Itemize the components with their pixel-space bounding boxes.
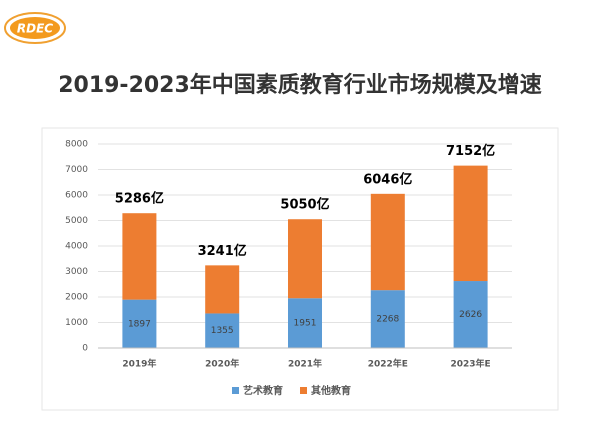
- total-label: 7152亿: [446, 143, 495, 159]
- x-tick-label: 2023年E: [450, 358, 490, 370]
- legend-label: 艺术教育: [243, 384, 283, 397]
- y-tick-label: 0: [82, 344, 88, 354]
- logo-badge: [10, 17, 60, 39]
- value-label: 1897: [128, 319, 151, 329]
- legend-label: 其他教育: [311, 384, 351, 397]
- total-label: 6046亿: [363, 171, 412, 187]
- y-tick-label: 4000: [65, 242, 88, 252]
- bar-segment: [453, 281, 488, 348]
- bar-segment: [205, 313, 240, 348]
- total-label: 5286亿: [115, 191, 164, 207]
- y-tick-label: 7000: [65, 165, 88, 175]
- bar-segment: [205, 265, 240, 314]
- y-tick-label: 6000: [65, 191, 88, 201]
- bar-segment: [370, 193, 405, 291]
- logo-ring: [4, 12, 66, 44]
- chart-frame: [41, 127, 559, 411]
- bar-segment: [288, 298, 322, 348]
- total-label: 5050亿: [280, 197, 329, 213]
- x-tick-label: 2022年E: [368, 358, 408, 370]
- y-tick-label: 2000: [65, 293, 88, 303]
- x-tick-label: 2020年: [205, 358, 239, 370]
- total-label: 3241亿: [198, 243, 247, 259]
- value-label: 1951: [294, 319, 317, 329]
- bar-segment: [122, 213, 157, 300]
- value-label: 2626: [459, 310, 482, 320]
- y-tick-label: 1000: [65, 318, 88, 328]
- bar-segment: [453, 165, 488, 282]
- x-tick-label: 2021年: [288, 358, 322, 370]
- legend-swatch: [232, 387, 239, 394]
- y-tick-label: 3000: [65, 267, 88, 277]
- y-tick-label: 5000: [65, 216, 88, 226]
- chart-title: 2019-2023年中国素质教育行业市场规模及增速: [58, 72, 542, 98]
- legend-swatch: [300, 387, 307, 394]
- value-label: 2268: [376, 315, 399, 325]
- bar-segment: [370, 290, 405, 348]
- bar-segment: [122, 299, 157, 348]
- value-label: 1355: [211, 326, 234, 336]
- bar-segment: [288, 219, 322, 299]
- logo: RDEC: [17, 22, 53, 36]
- x-tick-label: 2019年: [122, 358, 156, 370]
- y-tick-label: 8000: [65, 140, 88, 150]
